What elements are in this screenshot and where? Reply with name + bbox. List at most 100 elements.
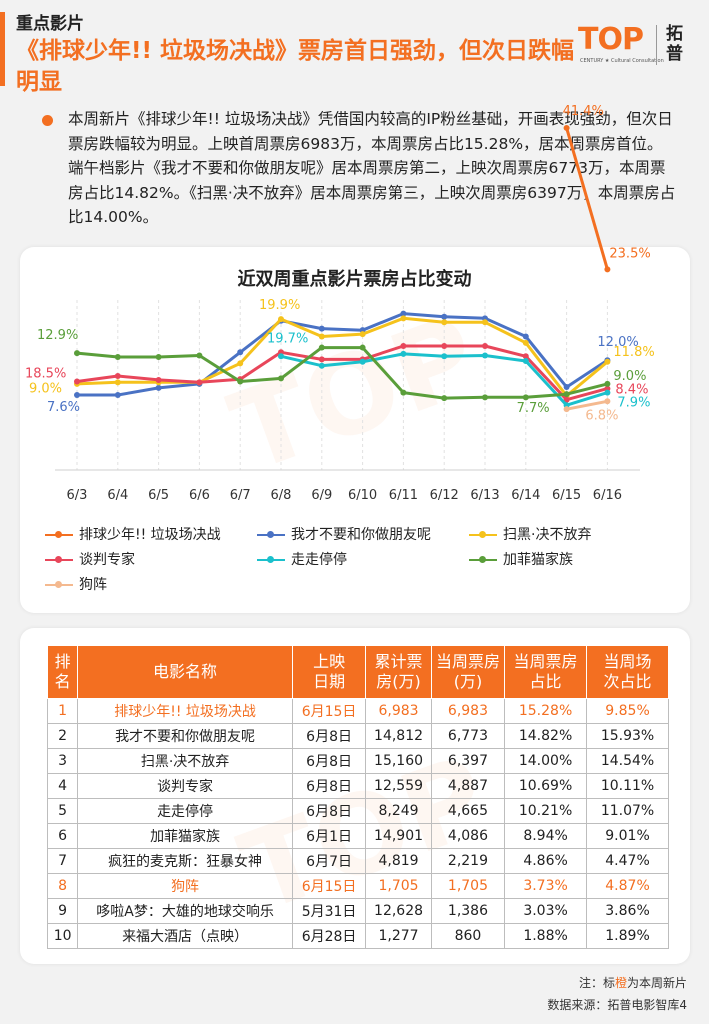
legend-label: 排球少年!! 垃圾场决战: [79, 527, 221, 543]
table-cell: 加菲猫家族: [77, 823, 293, 849]
series-line: [76, 316, 609, 398]
table-cell: 6月8日: [291, 773, 367, 799]
data-point: [114, 379, 121, 386]
data-point: [278, 353, 284, 360]
legend-label: 加菲猫家族: [503, 552, 573, 568]
data-point: [278, 316, 284, 323]
table-cell: 哆啦A梦：大雄的地球交响乐: [77, 898, 293, 924]
data-point: [74, 350, 80, 357]
line-chart: 6/3 6/4 6/5 6/6 6/7 6/8 6/9 6/10 6/11 6/12 6/13 6/1…: [25, 104, 655, 503]
series-line: [77, 312, 609, 397]
data-point: [563, 406, 570, 413]
data-label: 7.6%: [47, 400, 80, 415]
table-cell: 9.01%: [586, 823, 669, 849]
table-cell: 6月7日: [291, 848, 367, 874]
table-cell: 狗阵: [77, 873, 293, 899]
legend-dot: [479, 531, 486, 538]
table-cell: 860: [430, 923, 506, 949]
data-point: [74, 391, 80, 398]
legend-label: 扫黑·决不放弃: [503, 527, 592, 543]
table-cell: 14.82%: [504, 723, 588, 749]
table-cell: 4,086: [430, 823, 506, 849]
table-cell: 4: [46, 773, 79, 799]
table-row: 5 走走停停 6月8日 8,249 4,665 10.21% 11.07%: [46, 798, 669, 824]
data-point: [400, 315, 407, 322]
legend-label: 走走停停: [291, 552, 347, 568]
legend-item: 扫黑·决不放弃: [469, 524, 591, 544]
legend-swatch: [469, 556, 497, 563]
x-tick-label: 6/9: [311, 488, 332, 503]
table-cell: 9.85%: [586, 698, 669, 724]
table-row: 4 谈判专家 6月8日 12,559 4,887 10.69% 10.11%: [46, 773, 669, 799]
data-point: [114, 373, 121, 379]
data-point: [318, 325, 325, 332]
table-cell: 4.86%: [504, 848, 588, 874]
data-point: [359, 344, 366, 351]
legend-item: 加菲猫家族: [469, 549, 573, 569]
data-point: [522, 333, 529, 340]
table-cell: 1,277: [365, 923, 432, 949]
data-point: [563, 124, 570, 131]
data-point: [196, 352, 203, 359]
data-point: [441, 342, 448, 349]
legend-item: 谈判专家: [45, 549, 135, 569]
table-cell: 6月8日: [291, 723, 367, 749]
data-point: [441, 313, 448, 320]
legend-item: 我才不要和你做朋友呢: [257, 524, 431, 544]
data-label: 11.8%: [613, 345, 654, 360]
data-point: [318, 362, 325, 369]
table-cell: 14,901: [365, 823, 432, 849]
footnote-highlight: 橙: [614, 976, 627, 990]
data-label: 41.4%: [563, 104, 604, 119]
data-point: [482, 342, 488, 349]
table-cell: 我才不要和你做朋友呢: [77, 723, 293, 749]
data-point: [400, 342, 407, 349]
headline-accent-bar: [0, 12, 5, 86]
table-cell: 14.00%: [504, 748, 588, 774]
x-tick-label: 6/5: [148, 488, 169, 503]
data-point: [604, 398, 611, 405]
x-tick-label: 6/4: [107, 488, 128, 503]
table-row: 6 加菲猫家族 6月1日 14,901 4,086 8.94% 9.01%: [46, 823, 669, 849]
data-label: 19.9%: [259, 298, 300, 313]
table-cell: 6: [46, 823, 79, 849]
table-header-cell: 排名: [46, 645, 79, 699]
table-cell: 6月8日: [291, 798, 367, 824]
data-point: [400, 389, 407, 396]
legend-dot: [479, 556, 486, 563]
data-point: [237, 349, 244, 356]
table-cell: 3.73%: [504, 873, 588, 899]
table-cell: 6月15日: [291, 698, 367, 724]
footnote-prefix: 注：标: [578, 976, 615, 990]
data-point: [278, 375, 284, 382]
table-cell: 2: [46, 723, 79, 749]
legend-dot: [267, 531, 274, 538]
legend-swatch: [257, 531, 285, 538]
bullet-icon: [42, 115, 53, 126]
series-line: [565, 127, 609, 270]
table-cell: 6,983: [365, 698, 432, 724]
table-cell: 1.88%: [504, 923, 588, 949]
table-cell: 8: [46, 873, 79, 899]
table-cell: 4,819: [365, 848, 432, 874]
data-label: 12.0%: [597, 335, 638, 350]
footnote: 注：标橙为本周新片: [579, 974, 687, 991]
box-office-table: 排名电影名称 上映 日期 累计票 房(万) 当周票房 (万) 当周票房 占比 当周场 次占比 1 排球…: [46, 645, 669, 949]
legend-item: 狗阵: [45, 574, 107, 594]
logo-chinese-name: 拓普: [666, 24, 683, 64]
section-label: 重点影片: [16, 14, 84, 34]
legend-swatch: [45, 581, 73, 588]
legend-swatch: [45, 531, 73, 538]
data-point: [522, 353, 529, 360]
table-header-cell: 当周票房 占比: [504, 645, 588, 699]
chart-title: 近双周重点影片票房占比变动: [237, 269, 472, 290]
table-cell: 1,705: [365, 873, 432, 899]
data-point: [359, 358, 366, 365]
x-tick-label: 6/14: [511, 488, 540, 503]
table-header-cell: 当周票房 (万): [430, 645, 506, 699]
table-cell: 5月31日: [291, 898, 367, 924]
x-tick-label: 6/12: [430, 488, 459, 503]
table-cell: 10.21%: [504, 798, 588, 824]
legend-swatch: [45, 556, 73, 563]
